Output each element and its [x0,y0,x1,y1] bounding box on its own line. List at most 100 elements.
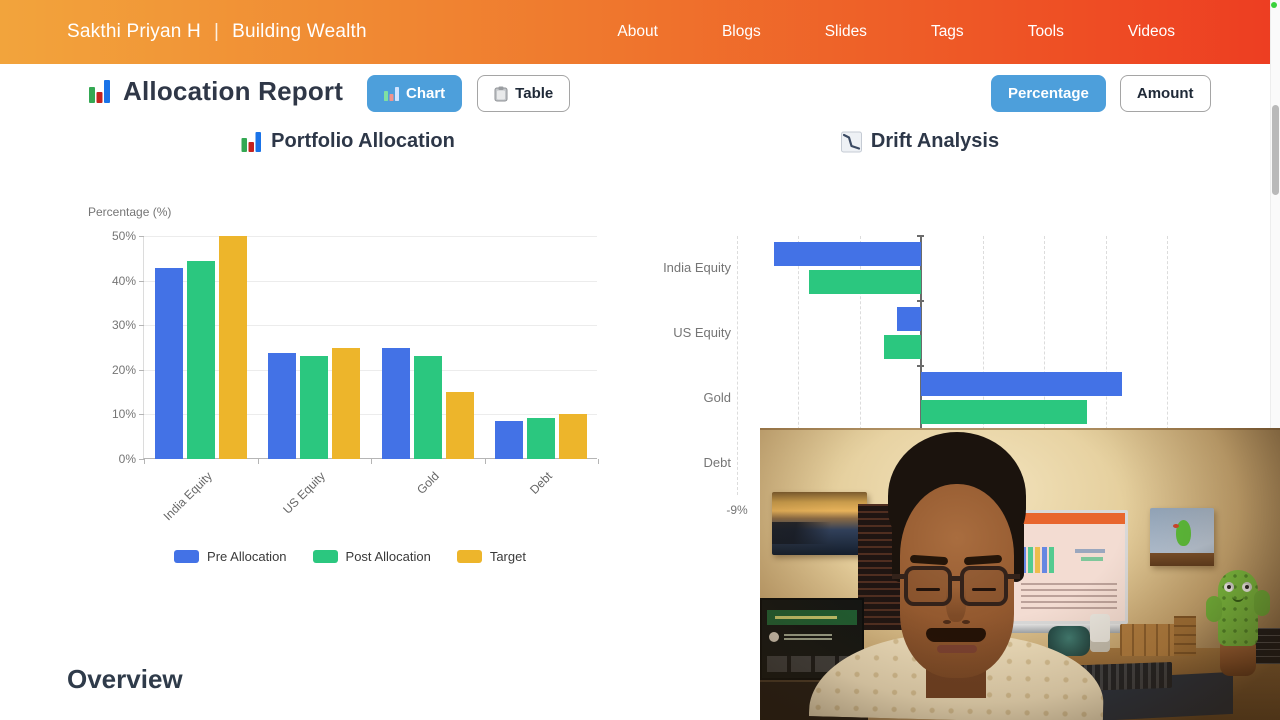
category-label: Debt [703,454,731,470]
presenter-lips [937,645,977,653]
parrot [1173,520,1191,546]
gridline [982,236,984,495]
cactus-mouth [1232,596,1244,602]
gridline [1044,236,1046,495]
amount-button[interactable]: Amount [1119,75,1211,112]
monitor-screen-barchart [1021,547,1055,573]
x-tick-mark [484,459,486,464]
y-tick-mark [139,459,144,460]
gridline [144,414,597,416]
portfolio-allocation-plot: 0% 10% 20% 30% 40% 50% India Equity US Equity Go… [112,229,599,523]
site-header: Sakthi Priyan H | Building Wealth About … [0,0,1270,64]
category-label: India Equity [663,260,731,276]
main-nav: About Blogs Slides Tags Tools Videos [617,0,1175,64]
remote-control [1090,614,1110,652]
bar-gold [413,355,442,459]
gridline [798,236,800,495]
report-monitor [1010,510,1128,624]
x-tick-mark [144,459,145,464]
cactus-pot [1220,642,1256,676]
drift-bar-us-equity [896,307,922,332]
webcam-edge [760,428,1280,430]
overview-heading: Overview [67,664,183,694]
legend-item-pre-allocation: Pre Allocation [174,549,287,564]
drift-bar-india-equity [808,270,922,295]
x-tick-mark [598,459,599,464]
percentage-button[interactable]: Percentage [991,75,1106,112]
bar-chart-emoji-icon [241,131,262,153]
x-category-label: Gold [413,469,442,497]
y-tick-mark [139,369,144,371]
parrot-rock [1150,553,1214,566]
webcam-overlay [760,428,1280,720]
x-tick-mark [257,459,259,464]
y-tick-mark [139,325,144,327]
x-category-label: Debt [527,469,556,497]
bar-debt [527,417,556,459]
bar-india-equity [218,236,247,459]
parrot-photo [1150,508,1214,566]
recording-indicator-dot [1271,2,1277,8]
laptop-banner [767,610,857,625]
table-button-label: Table [515,85,554,102]
bar-debt [495,420,524,459]
legend-swatch-pre [174,550,200,563]
gridline [144,325,597,327]
legend-label-post: Post Allocation [345,549,431,564]
x-category-label: US Equity [280,469,329,517]
presenter-nostril-right [962,620,970,624]
landscape-photo [772,492,867,555]
glasses-lens-right [960,566,1008,606]
drift-bar-gold [921,399,1088,424]
brand-separator: | [213,21,220,42]
nav-item-videos[interactable]: Videos [1127,23,1175,40]
brand-tagline: Building Wealth [232,21,367,42]
gridline [1105,236,1107,495]
page-title: Allocation Report [123,76,344,106]
presenter-mustache [926,628,986,642]
cactus-arm-left [1206,596,1222,622]
y-tick-label: 20% [111,362,136,377]
report-title-row: Allocation Report [88,76,343,107]
bar-us-equity [300,355,329,459]
legend-item-post-allocation: Post Allocation [312,549,431,564]
amount-button-label: Amount [1136,85,1194,102]
x-category-label: India Equity [160,469,215,524]
presenter-nostril-left [943,620,951,624]
nav-item-about[interactable]: About [617,23,658,40]
legend-swatch-post [312,550,338,563]
site-brand[interactable]: Sakthi Priyan H | Building Wealth [67,0,367,64]
glasses-temple-right [1006,574,1020,579]
y-tick-mark [139,236,144,237]
page-scrollbar-track[interactable] [1270,0,1280,720]
clipboard-icon [494,86,508,102]
y-tick-mark [139,414,144,416]
legend-label-target: Target [489,549,526,564]
bar-debt [559,414,588,459]
bar-gold [445,392,474,459]
wooden-organizer-small [1174,616,1196,656]
y-tick-mark [139,280,144,282]
chart-legend: Pre Allocation Post Allocation Target [120,549,580,564]
category-label: Gold [703,389,731,405]
table-view-button[interactable]: Table [477,75,571,112]
drift-bar-india-equity [773,242,922,267]
bar-india-equity [154,268,183,459]
gridline [737,236,738,495]
bar-us-equity [268,352,297,459]
nav-item-tags[interactable]: Tags [930,23,964,40]
brand-name: Sakthi Priyan H [67,21,201,42]
portfolio-allocation-title-text: Portfolio Allocation [271,130,455,152]
page-scrollbar-thumb[interactable] [1271,105,1279,195]
category-label: US Equity [673,325,731,341]
nav-item-tools[interactable]: Tools [1027,23,1064,40]
cactus-eye-right [1242,582,1252,592]
x-tick-mark [371,459,372,464]
cactus-eye-left [1224,582,1234,592]
nav-item-slides[interactable]: Slides [824,23,867,40]
nav-item-blogs[interactable]: Blogs [721,23,761,40]
drift-bar-gold [921,371,1122,396]
chart-view-button[interactable]: Chart [367,75,463,112]
chart-button-icon [384,86,399,102]
